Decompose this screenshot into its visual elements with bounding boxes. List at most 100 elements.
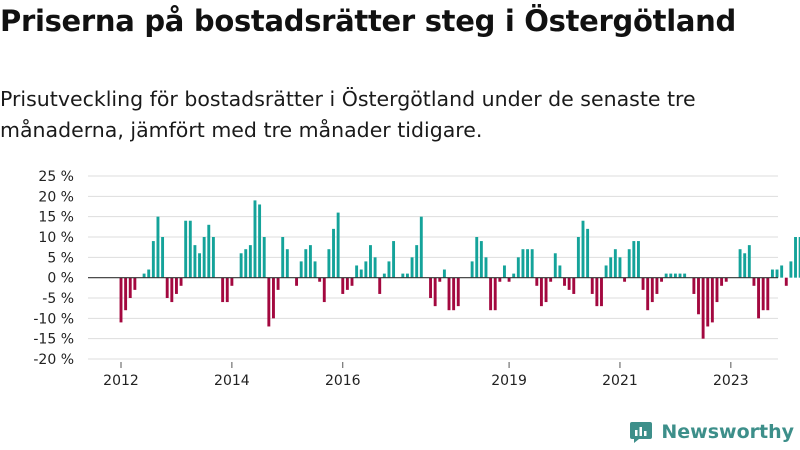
bar (646, 277, 650, 311)
bar (526, 249, 530, 278)
bar (549, 277, 553, 282)
bar (498, 277, 502, 282)
bar (151, 241, 155, 278)
bar (318, 277, 322, 282)
bar (747, 245, 751, 278)
bar (604, 265, 608, 278)
bar (313, 261, 317, 278)
bar (660, 277, 663, 282)
bar (248, 245, 252, 278)
y-tick-label: -10 % (33, 311, 74, 327)
bar (378, 277, 382, 294)
y-tick-label: 10 % (38, 230, 74, 246)
bar (720, 277, 724, 286)
chart-title: Priserna på bostadsrätter steg i Östergö… (0, 4, 736, 38)
bar (272, 277, 275, 319)
bar (632, 241, 636, 278)
bar (276, 277, 280, 290)
bar (202, 237, 206, 278)
bar (521, 249, 525, 278)
bar (419, 216, 423, 278)
bar (484, 257, 488, 278)
bar (304, 249, 308, 278)
bar (590, 277, 594, 294)
bar (244, 249, 248, 278)
y-tick-label: 25 % (38, 169, 74, 185)
bar (267, 277, 271, 327)
bar (299, 261, 303, 278)
bar (174, 277, 178, 294)
bar (350, 277, 354, 286)
bar (530, 249, 534, 278)
y-axis: 25 % 20 % 15 % 10 % 5 % 0 % -5 % -10 % -15 % -20 … (33, 169, 74, 368)
bar (392, 241, 396, 278)
y-tick-label: 15 % (38, 210, 74, 226)
bar (770, 269, 774, 278)
bar (188, 220, 192, 278)
bar (438, 277, 442, 282)
bar (184, 220, 188, 278)
x-tick-label: 2019 (491, 373, 527, 389)
bar (332, 228, 335, 278)
x-tick-label: 2014 (214, 373, 250, 389)
bar (512, 273, 516, 278)
bar (673, 273, 677, 278)
bar (489, 277, 493, 311)
bar (789, 261, 793, 278)
bar (405, 273, 409, 278)
bar (595, 277, 599, 307)
bar (382, 273, 386, 278)
newsworthy-logo: Newsworthy (629, 420, 794, 444)
bar (618, 257, 622, 278)
bar (609, 257, 613, 278)
bar (641, 277, 645, 290)
bar (586, 228, 590, 278)
bar (572, 277, 576, 294)
bar (697, 277, 700, 315)
bar (664, 273, 668, 278)
bar (253, 200, 257, 278)
bar (600, 277, 603, 307)
bar (239, 253, 243, 278)
bar (535, 277, 539, 286)
newsworthy-logo-icon (630, 422, 653, 443)
bar (193, 245, 197, 278)
bar (780, 265, 784, 278)
bar (581, 220, 585, 278)
bar (503, 265, 506, 278)
bar (627, 249, 631, 278)
bar (207, 224, 211, 278)
bar (211, 237, 215, 278)
bar (179, 277, 183, 286)
bar (401, 273, 405, 278)
bar (308, 245, 312, 278)
bar (784, 277, 788, 286)
bar (544, 277, 548, 303)
x-tick-label: 2012 (103, 373, 139, 389)
bar (133, 277, 137, 290)
bar (147, 269, 151, 278)
bar (156, 216, 160, 278)
bar (415, 245, 419, 278)
bar (710, 277, 714, 323)
bar (355, 265, 359, 278)
bar (198, 253, 201, 278)
bar (429, 277, 432, 298)
bar (387, 261, 391, 278)
bar (285, 249, 289, 278)
bar (128, 277, 132, 298)
bar (558, 265, 562, 278)
bar (678, 273, 682, 278)
bar (623, 277, 627, 282)
bar (452, 277, 456, 311)
x-axis: 2012201420162019202120232025 (103, 362, 749, 389)
bar (636, 241, 640, 278)
bar (701, 277, 705, 339)
bar (563, 277, 566, 286)
bar (516, 257, 520, 278)
bar (766, 277, 770, 311)
y-tick-label: -15 % (33, 332, 74, 348)
bar (161, 237, 165, 278)
bar (369, 245, 372, 278)
bar (683, 273, 687, 278)
